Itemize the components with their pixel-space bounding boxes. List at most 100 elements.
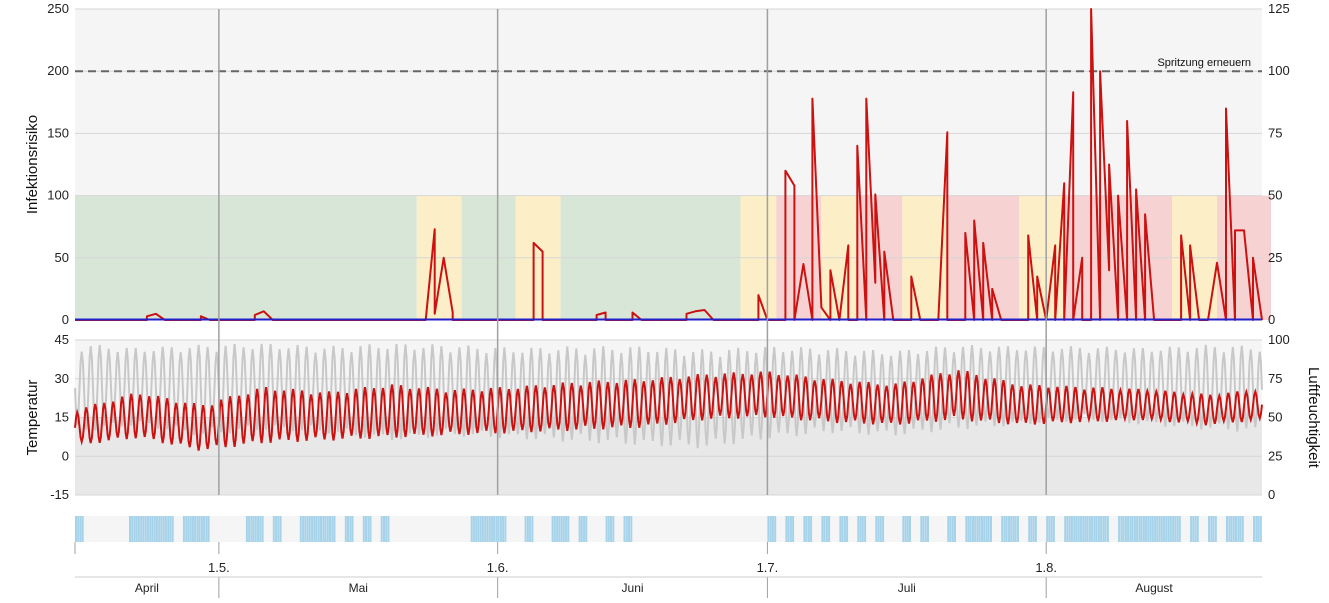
wetness-bar [167, 516, 170, 542]
wetness-bar [560, 516, 563, 542]
wetness-bar [954, 516, 956, 542]
wetness-bar [488, 516, 491, 542]
wetness-bar [129, 516, 131, 542]
wetness-bar [562, 516, 565, 542]
wetness-bar [1214, 516, 1217, 542]
wetness-bar [1010, 516, 1013, 542]
wetness-bar [245, 516, 248, 542]
wetness-bar [75, 516, 77, 542]
wetness-bar [1050, 516, 1053, 542]
wetness-bar [875, 516, 878, 542]
wetness-bar [1129, 516, 1132, 542]
wetness-bar [1172, 516, 1175, 542]
wetness-bar [365, 516, 367, 542]
wetness-bar [1075, 516, 1078, 542]
wetness-bar [1208, 516, 1210, 542]
wetness-bar [322, 516, 325, 542]
wetness-bar [1120, 516, 1123, 542]
wetness-bar [317, 516, 320, 542]
wetness-bar [169, 516, 172, 542]
wetness-bar [1212, 516, 1215, 542]
x-tick-label: 1.5. [208, 560, 230, 575]
wetness-bar [882, 516, 885, 542]
weather-y-tick-label: 15 [55, 410, 69, 425]
wetness-bar [140, 516, 143, 542]
wetness-bar [990, 516, 992, 542]
wetness-bar [828, 516, 831, 542]
risk-y-tick-label: 200 [47, 63, 69, 78]
wetness-bar [859, 516, 862, 542]
wetness-bar [1232, 516, 1235, 542]
month-label: August [1135, 581, 1173, 595]
wetness-bar [1086, 516, 1089, 542]
wetness-bar [553, 516, 556, 542]
wetness-bar [767, 516, 770, 542]
wetness-bar [367, 516, 370, 542]
wetness-bar [857, 516, 860, 542]
wetness-bar [1082, 516, 1085, 542]
wetness-bar [194, 516, 197, 542]
wetness-bar [1149, 516, 1152, 542]
weather-y2-tick-label: 50 [1268, 410, 1282, 425]
wetness-bar [947, 516, 950, 542]
wetness-bar [189, 516, 192, 542]
wetness-bar [1070, 516, 1073, 542]
risk-y-tick-label: 0 [62, 312, 69, 327]
weather-y2-tick-label: 25 [1268, 448, 1282, 463]
wetness-bar [924, 516, 927, 542]
weather-y2-tick-label: 75 [1268, 371, 1282, 386]
wetness-bar [864, 516, 867, 542]
wetness-bar [1176, 516, 1179, 542]
wetness-bar [158, 516, 161, 542]
wetness-bar [877, 516, 880, 542]
wetness-bar [1093, 516, 1096, 542]
wetness-bar [1138, 516, 1141, 542]
wetness-bar [362, 516, 365, 542]
wetness-bar [583, 516, 586, 542]
wetness-bar [1077, 516, 1080, 542]
risk-y2-tick-label: 25 [1268, 250, 1282, 265]
wetness-bar [200, 516, 203, 542]
wetness-bar [1190, 516, 1193, 542]
wetness-bar [185, 516, 188, 542]
wetness-bar [331, 516, 334, 542]
wetness-bar [383, 516, 385, 542]
wetness-bar [79, 516, 82, 542]
wetness-bar [146, 516, 149, 542]
wetness-bar [149, 516, 152, 542]
weather-y2-tick-label: 0 [1268, 487, 1275, 502]
wetness-bar [1228, 516, 1231, 542]
wetness-bar [610, 516, 612, 542]
wetness-bar [1154, 516, 1157, 542]
weather-y-tick-label: 30 [55, 371, 69, 386]
wetness-bar [272, 516, 275, 542]
wetness-bar [1239, 516, 1242, 542]
wetness-bar [1142, 516, 1145, 542]
wetness-bar [1133, 516, 1136, 542]
wetness-bar [320, 516, 322, 542]
wetness-bar [182, 516, 185, 542]
wetness-bar [1257, 516, 1260, 542]
wetness-bar [207, 516, 210, 542]
x-tick-label: 1.6. [487, 560, 509, 575]
wetness-bar [951, 516, 954, 542]
wetness-bar [558, 516, 561, 542]
wetness-bar [1032, 516, 1035, 542]
wetness-bar [324, 516, 327, 542]
wetness-bar [502, 516, 505, 542]
wetness-bar [77, 516, 80, 542]
wetness-bar [1163, 516, 1166, 542]
wetness-bar [313, 516, 316, 542]
wetness-bar [1194, 516, 1197, 542]
wetness-bar [380, 516, 383, 542]
wetness-bar [803, 516, 806, 542]
wetness-bar [976, 516, 979, 542]
wetness-bar [978, 516, 981, 542]
wetness-bar [248, 516, 251, 542]
wetness-bar [1210, 516, 1213, 542]
wetness-bar [344, 516, 347, 542]
weather-y-tick-label: -15 [50, 487, 69, 502]
wetness-bar [981, 516, 983, 542]
wetness-bar [304, 516, 307, 542]
